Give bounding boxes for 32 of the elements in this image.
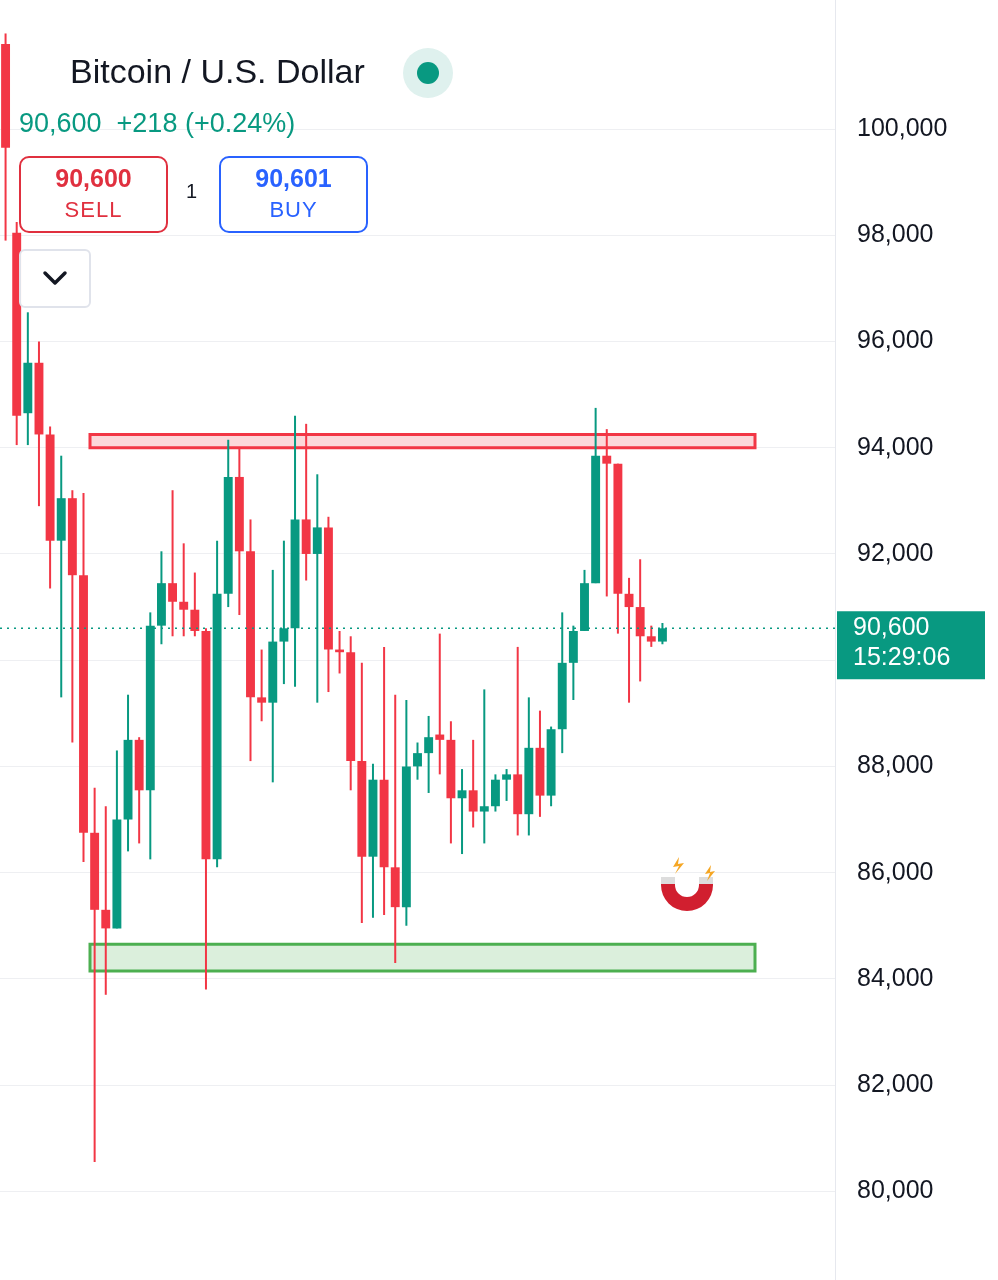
y-tick-label: 100,000 bbox=[857, 112, 948, 141]
y-tick-label: 82,000 bbox=[857, 1068, 934, 1097]
y-tick-label: 80,000 bbox=[857, 1175, 934, 1204]
annotation: BUY bbox=[268, 197, 319, 223]
candlestick bbox=[424, 714, 434, 794]
annotation: 90,600 bbox=[54, 164, 133, 193]
y-tick-label: 98,000 bbox=[857, 219, 934, 248]
annotation: 90,601 bbox=[254, 164, 333, 193]
candlestick bbox=[413, 741, 422, 781]
annotation: SELL bbox=[63, 197, 124, 223]
candlestick bbox=[179, 542, 189, 638]
candlestick bbox=[457, 768, 467, 856]
candlestick bbox=[168, 489, 178, 638]
candlestick bbox=[435, 632, 445, 776]
candlestick bbox=[468, 738, 478, 829]
y-tick-label: 96,000 bbox=[857, 325, 934, 354]
candlestick bbox=[502, 768, 512, 802]
candlestick bbox=[190, 571, 200, 638]
text: 90,600 +218 (+0.24%) bbox=[19, 108, 296, 139]
text: Bitcoin / U.S. Dollar bbox=[70, 52, 365, 91]
annotation: 1 bbox=[186, 180, 198, 203]
text: 15:29:06 bbox=[853, 642, 951, 671]
y-tick-label: 86,000 bbox=[857, 856, 934, 885]
candlestick bbox=[646, 624, 656, 648]
y-tick-label: 84,000 bbox=[857, 962, 934, 991]
candlestick bbox=[257, 648, 267, 723]
y-tick-label: 92,000 bbox=[857, 537, 934, 566]
ref-line-label: 90,600 bbox=[853, 612, 930, 641]
candlestick bbox=[479, 688, 489, 845]
y-tick-label: 88,000 bbox=[857, 750, 934, 779]
candlestick bbox=[101, 805, 111, 996]
y-tick-label: 94,000 bbox=[857, 431, 934, 460]
